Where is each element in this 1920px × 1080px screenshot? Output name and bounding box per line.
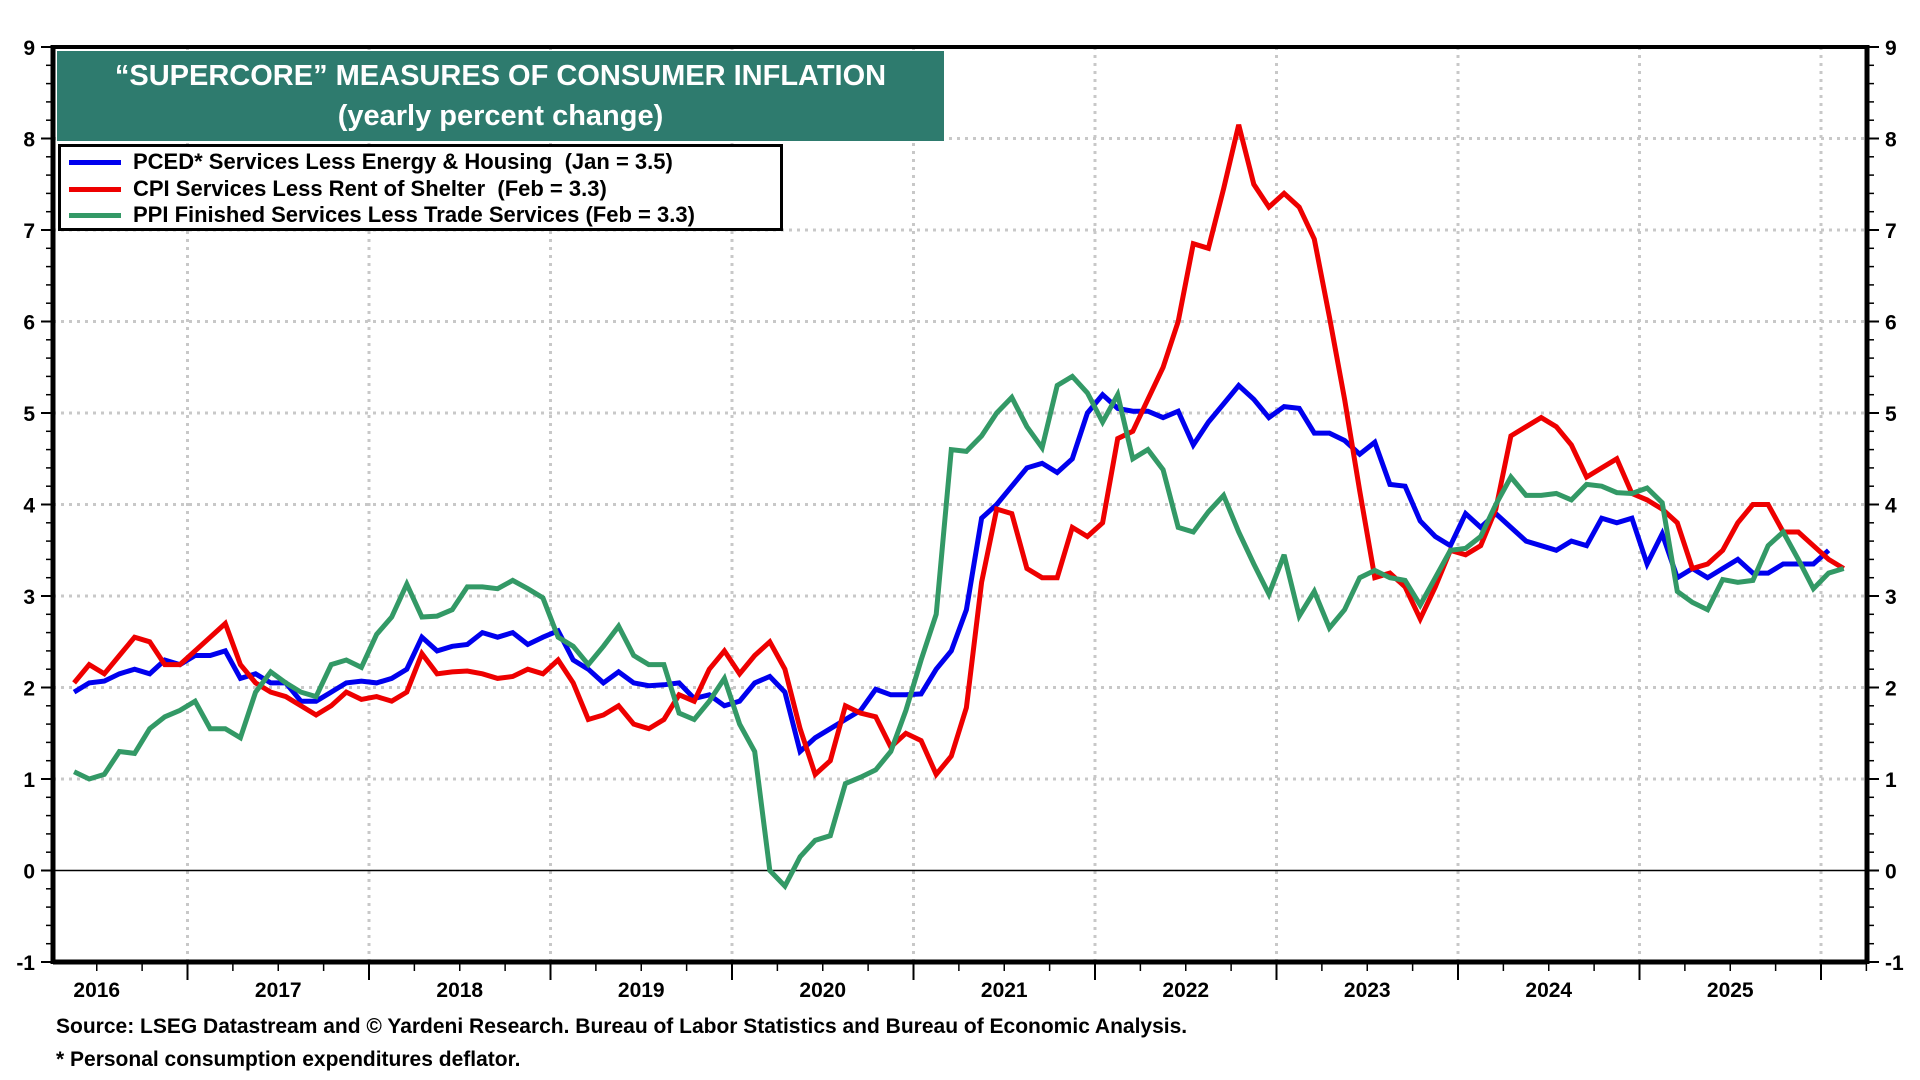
legend-swatch-cpi (69, 186, 121, 192)
legend-label-cpi: CPI Services Less Rent of Shelter (Feb =… (133, 176, 607, 201)
x-tick-label: 2020 (799, 979, 846, 1002)
y-tick-label-left: 0 (23, 861, 35, 884)
y-tick-label-right: 8 (1885, 129, 1897, 152)
y-tick-label-left: 2 (23, 678, 35, 701)
series-line-pced (72, 381, 1831, 757)
y-tick-label-right: -1 (1885, 952, 1904, 975)
y-tick-label-left: 3 (23, 586, 35, 609)
legend-item-cpi: CPI Services Less Rent of Shelter (Feb =… (69, 176, 607, 202)
legend-swatch-pced (69, 159, 121, 165)
y-tick-label-right: 7 (1885, 220, 1897, 243)
x-tick-label: 2021 (981, 979, 1028, 1002)
y-axis-right: -1 0 1 2 3 4 5 6 7 8 9 (1867, 37, 1904, 975)
y-tick-label-right: 1 (1885, 769, 1897, 792)
y-tick-label-left: 7 (23, 220, 35, 243)
x-tick-label: 2023 (1344, 979, 1391, 1002)
legend-label-pced: PCED* Services Less Energy & Housing (Ja… (133, 149, 673, 174)
y-tick-label-right: 6 (1885, 312, 1897, 335)
x-tick-label: 2016 (73, 979, 120, 1002)
y-tick-label-left: 6 (23, 312, 35, 335)
y-tick-label-right: 4 (1885, 495, 1897, 518)
x-axis: 2016 2017 2018 2019 2020 2021 2022 2023 2024 2025 (73, 962, 1868, 1002)
y-tick-label-right: 5 (1885, 403, 1897, 426)
legend-item-ppi: PPI Finished Services Less Trade Service… (69, 202, 695, 228)
series-line-ppi (73, 373, 1845, 891)
footnote: * Personal consumption expenditures defl… (56, 1048, 521, 1071)
y-tick-label-right: 0 (1885, 861, 1897, 884)
y-tick-label-left: 1 (23, 769, 35, 792)
y-tick-label-left: 5 (23, 403, 35, 426)
y-tick-label-right: 9 (1885, 37, 1897, 60)
series-lines (72, 124, 1845, 891)
x-tick-label: 2025 (1707, 979, 1754, 1002)
y-tick-label-left: 9 (23, 37, 35, 60)
y-axis-left: -1 0 1 2 3 4 5 6 7 8 9 (16, 37, 53, 975)
legend-swatch-ppi (69, 212, 121, 218)
y-tick-label-left: -1 (16, 952, 35, 975)
y-tick-label-right: 2 (1885, 678, 1897, 701)
legend: PCED* Services Less Energy & Housing (Ja… (58, 144, 783, 231)
gridlines (53, 47, 1867, 962)
y-tick-label-right: 3 (1885, 586, 1897, 609)
chart-subtitle: (yearly percent change) (337, 100, 664, 132)
y-tick-label-left: 8 (23, 129, 35, 152)
x-tick-label: 2017 (255, 979, 302, 1002)
series-line-cpi (72, 124, 1845, 780)
legend-label-ppi: PPI Finished Services Less Trade Service… (133, 202, 695, 227)
x-tick-label: 2022 (1162, 979, 1209, 1002)
chart-title: “SUPERCORE” MEASURES OF CONSUMER INFLATI… (114, 60, 887, 92)
legend-item-pced: PCED* Services Less Energy & Housing (Ja… (69, 149, 673, 175)
source-note: Source: LSEG Datastream and © Yardeni Re… (56, 1015, 1188, 1038)
x-tick-label: 2024 (1525, 979, 1572, 1002)
y-tick-label-left: 4 (23, 495, 35, 518)
chart-title-box: “SUPERCORE” MEASURES OF CONSUMER INFLATI… (57, 51, 944, 141)
x-tick-label: 2018 (436, 979, 483, 1002)
x-tick-label: 2019 (618, 979, 665, 1002)
